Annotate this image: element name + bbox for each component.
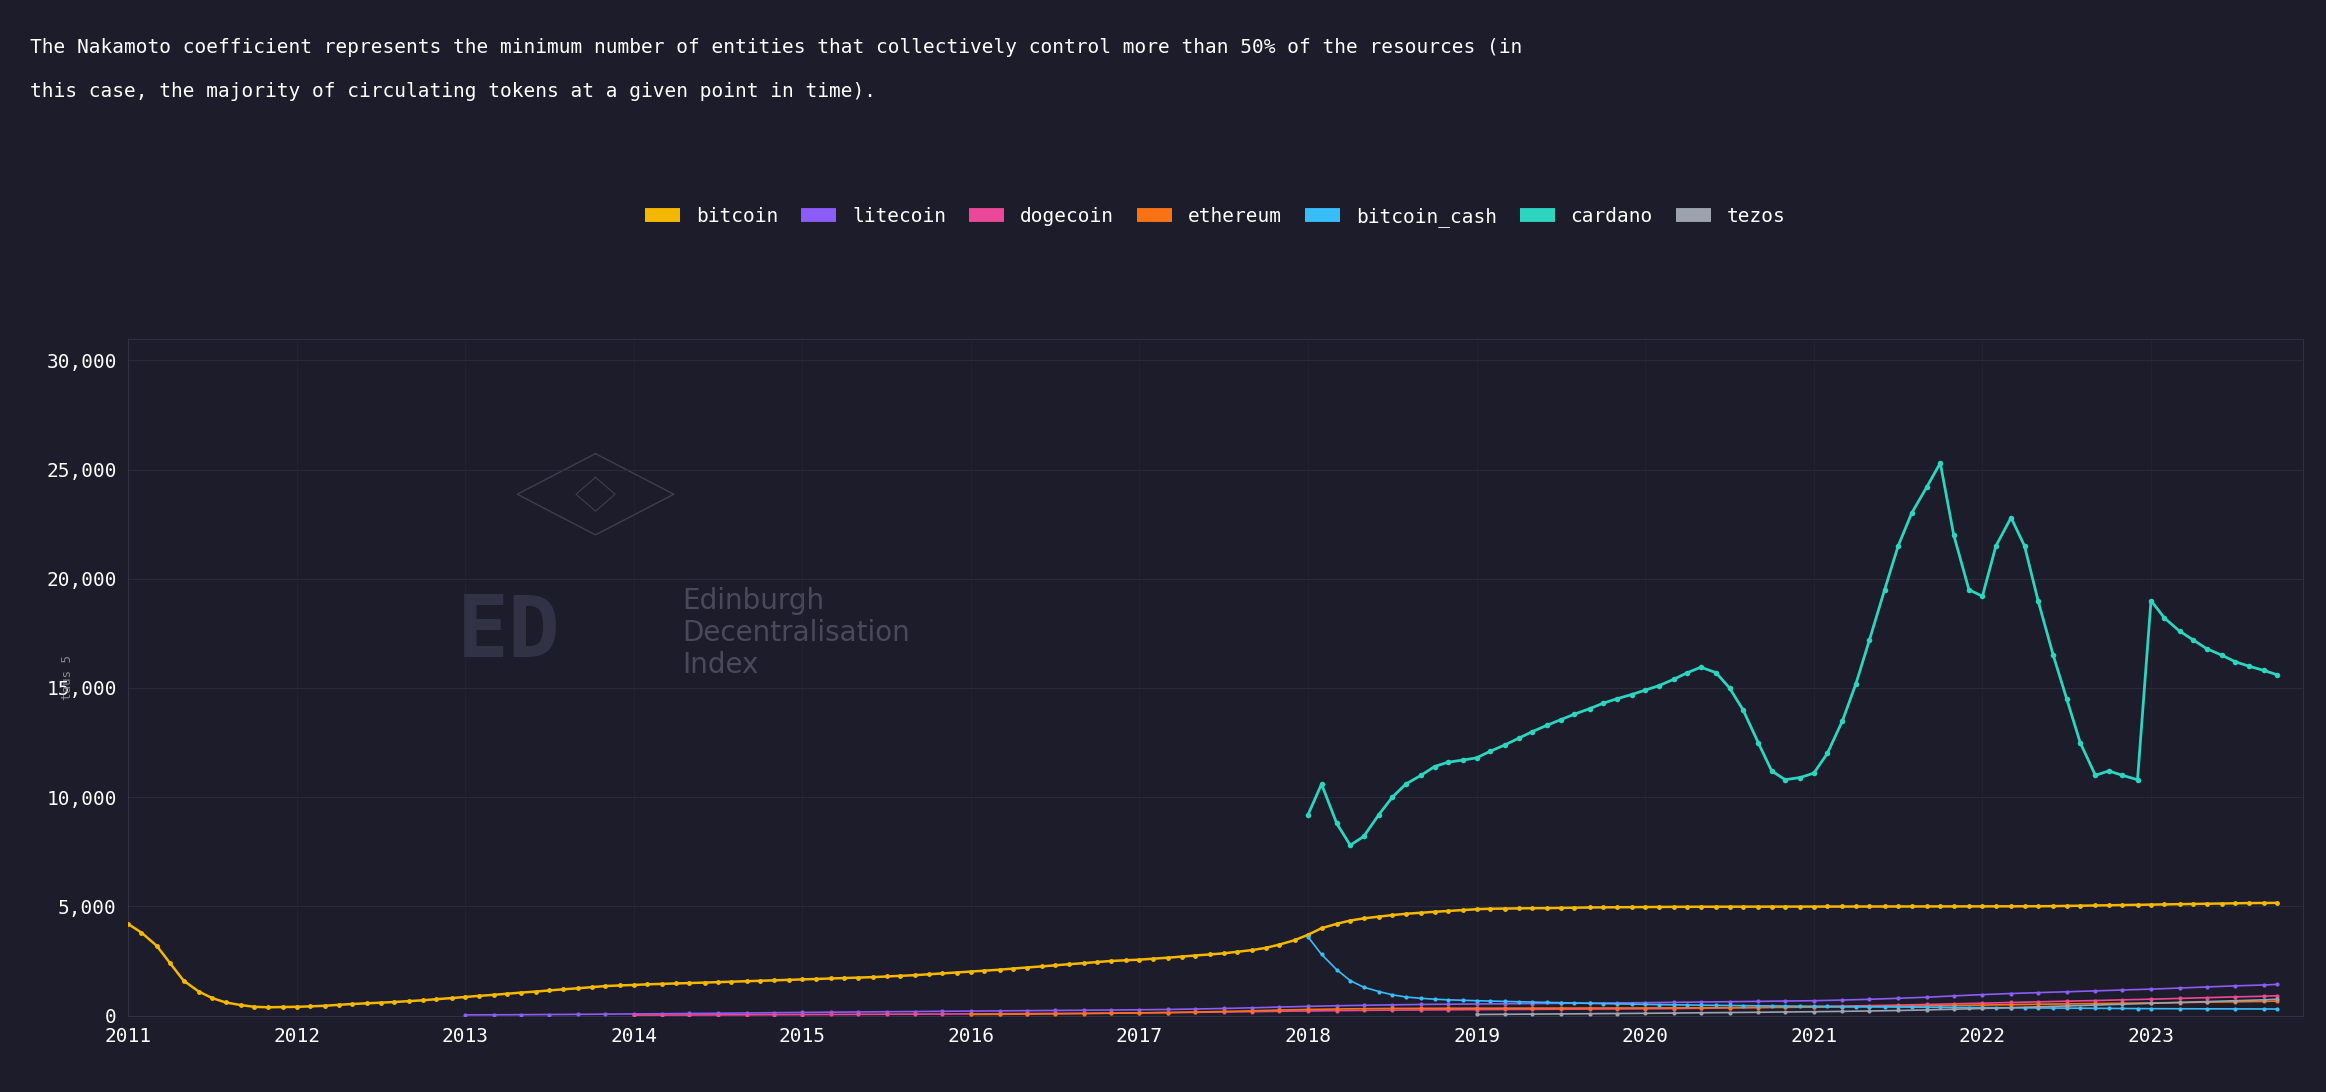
Legend: bitcoin, litecoin, dogecoin, ethereum, bitcoin_cash, cardano, tezos: bitcoin, litecoin, dogecoin, ethereum, b…: [637, 200, 1793, 235]
Text: taus 5: taus 5: [60, 654, 74, 700]
Text: ED: ED: [456, 592, 561, 675]
Text: this case, the majority of circulating tokens at a given point in time).: this case, the majority of circulating t…: [30, 82, 877, 100]
Text: Edinburgh
Decentralisation
Index: Edinburgh Decentralisation Index: [682, 586, 909, 679]
Text: The Nakamoto coefficient represents the minimum number of entities that collecti: The Nakamoto coefficient represents the …: [30, 38, 1524, 57]
